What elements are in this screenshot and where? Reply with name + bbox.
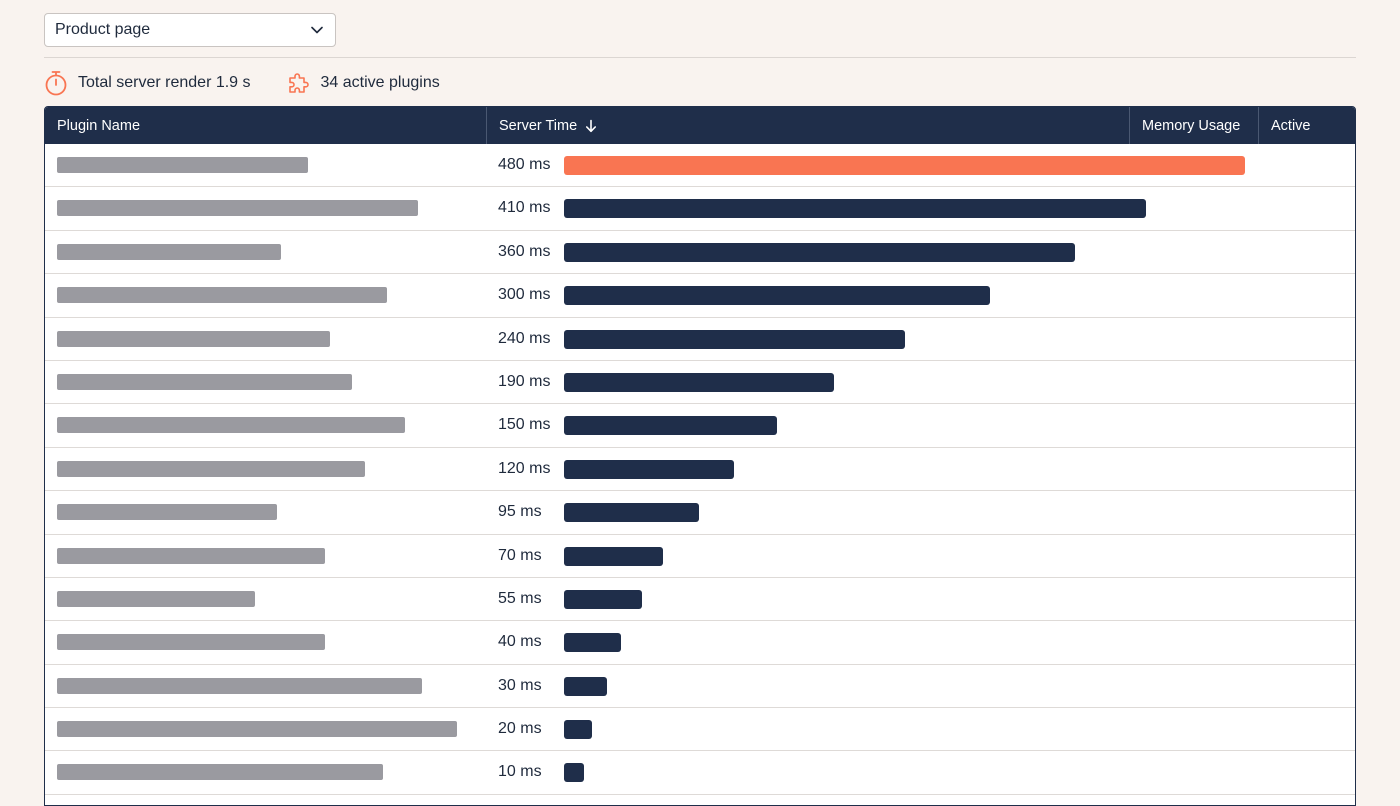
table-row[interactable]: 95 ms: [45, 491, 1355, 535]
server-time-label: 190 ms: [498, 372, 551, 390]
table-row[interactable]: 240 ms: [45, 318, 1355, 361]
server-time-bar: [564, 503, 699, 523]
plugin-name-placeholder: [57, 460, 365, 477]
server-time-bar: [564, 589, 642, 609]
stats-bar: Total server render 1.9 s 34 active plug…: [44, 69, 440, 97]
server-time-bar: [564, 242, 1075, 262]
plugin-name-placeholder: [57, 547, 325, 564]
server-time-bar: [564, 676, 607, 696]
active-plugins-stat: 34 active plugins: [287, 71, 440, 95]
server-time-bar: [564, 372, 834, 392]
plugin-name-placeholder: [57, 677, 422, 694]
table-row[interactable]: 300 ms: [45, 274, 1355, 318]
table-row[interactable]: 410 ms: [45, 187, 1355, 231]
server-time-bar: [564, 546, 663, 566]
server-time-label: 70 ms: [498, 546, 542, 564]
server-time-bar: [564, 199, 1146, 219]
server-time-bar: [564, 156, 1245, 175]
column-header-memory-usage[interactable]: Memory Usage: [1129, 107, 1258, 144]
puzzle-icon: [288, 73, 309, 93]
server-time-bar: [564, 459, 734, 479]
page-select-value: Product page: [55, 21, 151, 38]
server-time-label: 95 ms: [498, 503, 542, 521]
table-row[interactable]: 30 ms: [45, 665, 1355, 709]
server-time-bar: [564, 329, 905, 349]
server-time-label: 150 ms: [498, 416, 551, 434]
plugin-name-placeholder: [57, 200, 418, 217]
column-header-plugin-name[interactable]: Plugin Name: [57, 117, 141, 134]
table-row[interactable]: 120 ms: [45, 448, 1355, 492]
plugin-table: Plugin Name Server Time Memory Usage Act…: [44, 106, 1356, 806]
render-time-stat: Total server render 1.9 s: [44, 70, 251, 96]
table-row[interactable]: 70 ms: [45, 535, 1355, 578]
table-row[interactable]: 150 ms: [45, 404, 1355, 448]
plugin-name-placeholder: [57, 243, 281, 260]
server-time-bar: [564, 720, 592, 740]
server-time-label: 360 ms: [498, 242, 551, 260]
plugin-name-placeholder: [57, 373, 352, 390]
sort-descending-icon: [586, 119, 597, 132]
server-time-label: 300 ms: [498, 286, 551, 304]
plugin-name-placeholder: [57, 721, 457, 738]
column-header-active[interactable]: Active: [1258, 107, 1355, 144]
divider: [44, 57, 1356, 58]
table-row[interactable]: 40 ms: [45, 621, 1355, 665]
server-time-label: 10 ms: [498, 763, 542, 781]
server-time-label: 480 ms: [498, 156, 551, 173]
table-body: 480 ms 410 ms 360 ms 300 ms 240 ms 190 ms 150 …: [45, 144, 1355, 795]
chevron-down-icon: [311, 26, 323, 34]
plugin-name-placeholder: [57, 590, 255, 607]
table-row[interactable]: 55 ms: [45, 578, 1355, 622]
server-time-bar: [564, 763, 584, 783]
plugin-name-placeholder: [57, 287, 387, 304]
stopwatch-icon: [45, 71, 67, 96]
server-time-label: 55 ms: [498, 589, 542, 607]
server-time-label: 40 ms: [498, 633, 542, 651]
server-time-label: 20 ms: [498, 720, 542, 738]
plugin-name-placeholder: [57, 157, 308, 173]
server-time-label: 120 ms: [498, 459, 551, 477]
server-time-bar: [564, 416, 777, 436]
server-time-label: 240 ms: [498, 329, 551, 347]
plugin-name-placeholder: [57, 417, 405, 434]
active-plugins-text: 34 active plugins: [320, 74, 440, 91]
table-row[interactable]: 20 ms: [45, 708, 1355, 752]
server-time-label: 30 ms: [498, 676, 542, 694]
plugin-name-placeholder: [57, 634, 325, 651]
table-row[interactable]: 480 ms: [45, 144, 1355, 188]
column-header-server-time[interactable]: Server Time: [486, 107, 1129, 144]
plugin-name-placeholder: [57, 330, 330, 347]
server-time-bar: [564, 286, 990, 306]
table-row[interactable]: 190 ms: [45, 361, 1355, 405]
table-header: Plugin Name Server Time Memory Usage Act…: [45, 107, 1355, 144]
table-row[interactable]: 10 ms: [45, 751, 1355, 795]
table-row[interactable]: 360 ms: [45, 231, 1355, 275]
server-time-label: 410 ms: [498, 199, 551, 217]
page-select[interactable]: Product page: [44, 13, 336, 47]
plugin-name-placeholder: [57, 764, 383, 781]
render-time-text: Total server render 1.9 s: [78, 74, 251, 91]
server-time-bar: [564, 633, 621, 653]
plugin-name-placeholder: [57, 504, 277, 521]
